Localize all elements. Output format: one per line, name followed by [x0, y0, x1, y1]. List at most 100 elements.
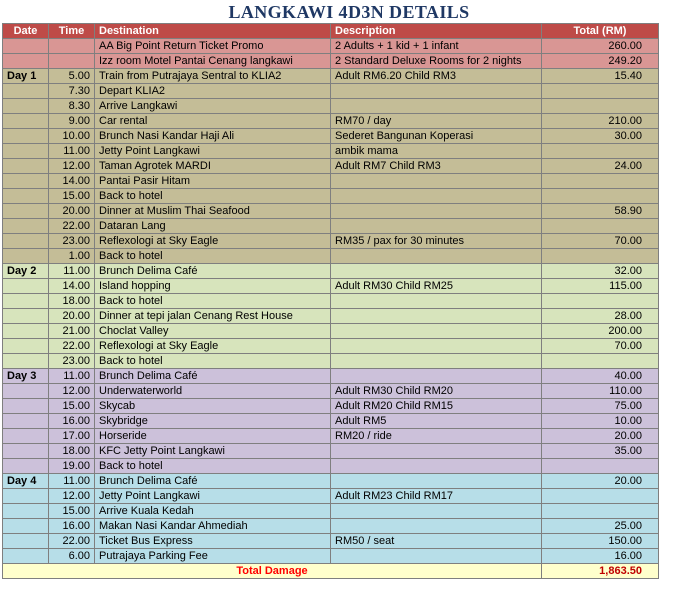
description-cell[interactable]	[330, 473, 542, 489]
description-cell[interactable]: RM50 / seat	[330, 533, 542, 549]
total-cell[interactable]: 115.00	[541, 278, 659, 294]
total-cell[interactable]: 20.00	[541, 428, 659, 444]
time-cell[interactable]: 20.00	[48, 308, 95, 324]
time-cell[interactable]: 9.00	[48, 113, 95, 129]
total-cell[interactable]: 110.00	[541, 383, 659, 399]
description-cell[interactable]: Adult RM30 Child RM20	[330, 383, 542, 399]
description-cell[interactable]: Adult RM6.20 Child RM3	[330, 68, 542, 84]
destination-cell[interactable]: Putrajaya Parking Fee	[94, 548, 331, 564]
date-cell[interactable]	[2, 248, 49, 264]
destination-cell[interactable]: Dataran Lang	[94, 218, 331, 234]
destination-cell[interactable]: Depart KLIA2	[94, 83, 331, 99]
time-cell[interactable]: 16.00	[48, 518, 95, 534]
total-cell[interactable]: 32.00	[541, 263, 659, 279]
destination-cell[interactable]: Jetty Point Langkawi	[94, 143, 331, 159]
destination-cell[interactable]: Skybridge	[94, 413, 331, 429]
total-cell[interactable]	[541, 143, 659, 159]
header-date[interactable]: Date	[2, 23, 49, 39]
description-cell[interactable]	[330, 458, 542, 474]
date-cell[interactable]	[2, 98, 49, 114]
date-cell[interactable]	[2, 488, 49, 504]
description-cell[interactable]	[330, 293, 542, 309]
destination-cell[interactable]: Reflexologi at Sky Eagle	[94, 233, 331, 249]
description-cell[interactable]: ambik mama	[330, 143, 542, 159]
date-cell[interactable]	[2, 218, 49, 234]
destination-cell[interactable]: Brunch Delima Café	[94, 473, 331, 489]
date-cell[interactable]	[2, 128, 49, 144]
destination-cell[interactable]: Island hopping	[94, 278, 331, 294]
time-cell[interactable]: 18.00	[48, 293, 95, 309]
date-cell[interactable]	[2, 113, 49, 129]
total-cell[interactable]: 70.00	[541, 338, 659, 354]
time-cell[interactable]: 7.30	[48, 83, 95, 99]
destination-cell[interactable]: Horseride	[94, 428, 331, 444]
total-cell[interactable]: 16.00	[541, 548, 659, 564]
destination-cell[interactable]: AA Big Point Return Ticket Promo	[94, 38, 331, 54]
destination-cell[interactable]: Back to hotel	[94, 248, 331, 264]
description-cell[interactable]: Adult RM7 Child RM3	[330, 158, 542, 174]
time-cell[interactable]: 22.00	[48, 338, 95, 354]
time-cell[interactable]: 14.00	[48, 278, 95, 294]
destination-cell[interactable]: Skycab	[94, 398, 331, 414]
total-cell[interactable]: 15.40	[541, 68, 659, 84]
destination-cell[interactable]: Choclat Valley	[94, 323, 331, 339]
time-cell[interactable]: 21.00	[48, 323, 95, 339]
total-cell[interactable]: 25.00	[541, 518, 659, 534]
date-cell[interactable]	[2, 158, 49, 174]
description-cell[interactable]: Adult RM30 Child RM25	[330, 278, 542, 294]
destination-cell[interactable]: Izz room Motel Pantai Cenang langkawi	[94, 53, 331, 69]
time-cell[interactable]: 12.00	[48, 488, 95, 504]
total-cell[interactable]	[541, 83, 659, 99]
description-cell[interactable]: Adult RM23 Child RM17	[330, 488, 542, 504]
date-cell[interactable]	[2, 548, 49, 564]
total-cell[interactable]: 70.00	[541, 233, 659, 249]
destination-cell[interactable]: Back to hotel	[94, 293, 331, 309]
date-cell[interactable]	[2, 533, 49, 549]
destination-cell[interactable]: Back to hotel	[94, 353, 331, 369]
total-cell[interactable]: 30.00	[541, 128, 659, 144]
description-cell[interactable]	[330, 368, 542, 384]
description-cell[interactable]	[330, 188, 542, 204]
time-cell[interactable]: 5.00	[48, 68, 95, 84]
total-cell[interactable]: 24.00	[541, 158, 659, 174]
description-cell[interactable]: Sederet Bangunan Koperasi	[330, 128, 542, 144]
description-cell[interactable]	[330, 548, 542, 564]
date-cell[interactable]: Day 3	[2, 368, 49, 384]
destination-cell[interactable]: Dinner at tepi jalan Cenang Rest House	[94, 308, 331, 324]
destination-cell[interactable]: Makan Nasi Kandar Ahmediah	[94, 518, 331, 534]
destination-cell[interactable]: Dinner at Muslim Thai Seafood	[94, 203, 331, 219]
date-cell[interactable]	[2, 383, 49, 399]
date-cell[interactable]	[2, 518, 49, 534]
total-cell[interactable]	[541, 488, 659, 504]
time-cell[interactable]: 11.00	[48, 368, 95, 384]
total-cell[interactable]: 200.00	[541, 323, 659, 339]
time-cell[interactable]: 1.00	[48, 248, 95, 264]
total-cell[interactable]	[541, 293, 659, 309]
date-cell[interactable]	[2, 173, 49, 189]
description-cell[interactable]	[330, 263, 542, 279]
destination-cell[interactable]: Reflexologi at Sky Eagle	[94, 338, 331, 354]
description-cell[interactable]	[330, 323, 542, 339]
total-damage-value[interactable]: 1,863.50	[541, 563, 659, 579]
total-damage-label[interactable]: Total Damage	[2, 563, 542, 579]
total-cell[interactable]	[541, 173, 659, 189]
date-cell[interactable]	[2, 323, 49, 339]
destination-cell[interactable]: Pantai Pasir Hitam	[94, 173, 331, 189]
destination-cell[interactable]: Underwaterworld	[94, 383, 331, 399]
time-cell[interactable]: 11.00	[48, 143, 95, 159]
total-cell[interactable]: 150.00	[541, 533, 659, 549]
time-cell[interactable]: 16.00	[48, 413, 95, 429]
destination-cell[interactable]: Brunch Delima Café	[94, 368, 331, 384]
total-cell[interactable]: 40.00	[541, 368, 659, 384]
description-cell[interactable]: RM20 / ride	[330, 428, 542, 444]
time-cell[interactable]: 11.00	[48, 473, 95, 489]
date-cell[interactable]	[2, 398, 49, 414]
description-cell[interactable]	[330, 518, 542, 534]
time-cell[interactable]: 17.00	[48, 428, 95, 444]
description-cell[interactable]	[330, 338, 542, 354]
time-cell[interactable]: 8.30	[48, 98, 95, 114]
date-cell[interactable]	[2, 83, 49, 99]
date-cell[interactable]: Day 1	[2, 68, 49, 84]
total-cell[interactable]: 20.00	[541, 473, 659, 489]
date-cell[interactable]	[2, 503, 49, 519]
